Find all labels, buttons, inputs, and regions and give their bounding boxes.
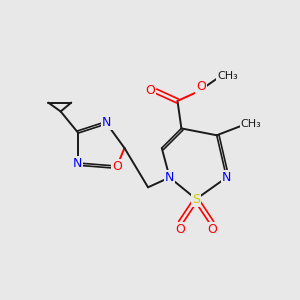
- Text: N: N: [165, 171, 174, 184]
- Text: O: O: [196, 80, 206, 93]
- Text: O: O: [176, 223, 185, 236]
- Text: CH₃: CH₃: [241, 119, 262, 130]
- Text: O: O: [207, 223, 217, 236]
- Text: N: N: [73, 157, 82, 169]
- Text: S: S: [192, 193, 200, 206]
- Text: CH₃: CH₃: [217, 71, 238, 81]
- Text: O: O: [112, 160, 122, 172]
- Text: O: O: [145, 84, 155, 97]
- Text: N: N: [222, 171, 231, 184]
- Text: N: N: [102, 116, 112, 129]
